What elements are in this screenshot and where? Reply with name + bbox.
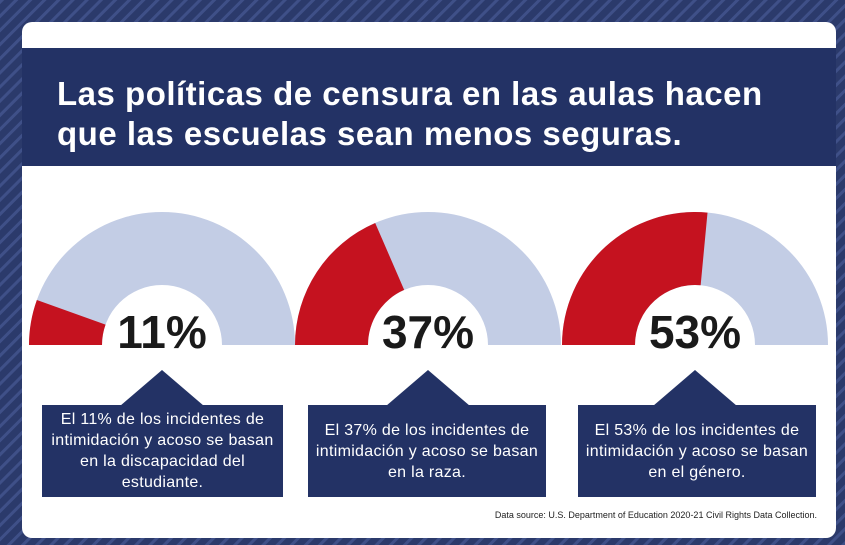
gauge-track: [29, 212, 295, 345]
source: Data source: U.S. Department of Educatio…: [494, 510, 817, 520]
gauge-value: [295, 222, 405, 345]
title-band: [22, 48, 836, 166]
value-label: 53%: [649, 306, 741, 358]
gauge-value: [562, 211, 708, 345]
caption-box: [308, 405, 546, 497]
caption: El 11% de los incidentes de intimidación…: [51, 411, 274, 491]
pointer: [653, 370, 737, 406]
pointer: [120, 370, 204, 406]
caption-box: [578, 405, 816, 497]
gauge-value: [29, 299, 106, 345]
caption: El 37% de los incidentes de intimidación…: [315, 421, 539, 481]
pointer: [386, 370, 470, 406]
caption: El 53% de los incidentes de intimidación…: [585, 421, 809, 481]
title: Las políticas de censura en las aulas ha…: [57, 75, 763, 152]
value-label: 37%: [382, 306, 474, 358]
caption-box: [42, 405, 283, 497]
value-label: 11%: [117, 306, 207, 358]
